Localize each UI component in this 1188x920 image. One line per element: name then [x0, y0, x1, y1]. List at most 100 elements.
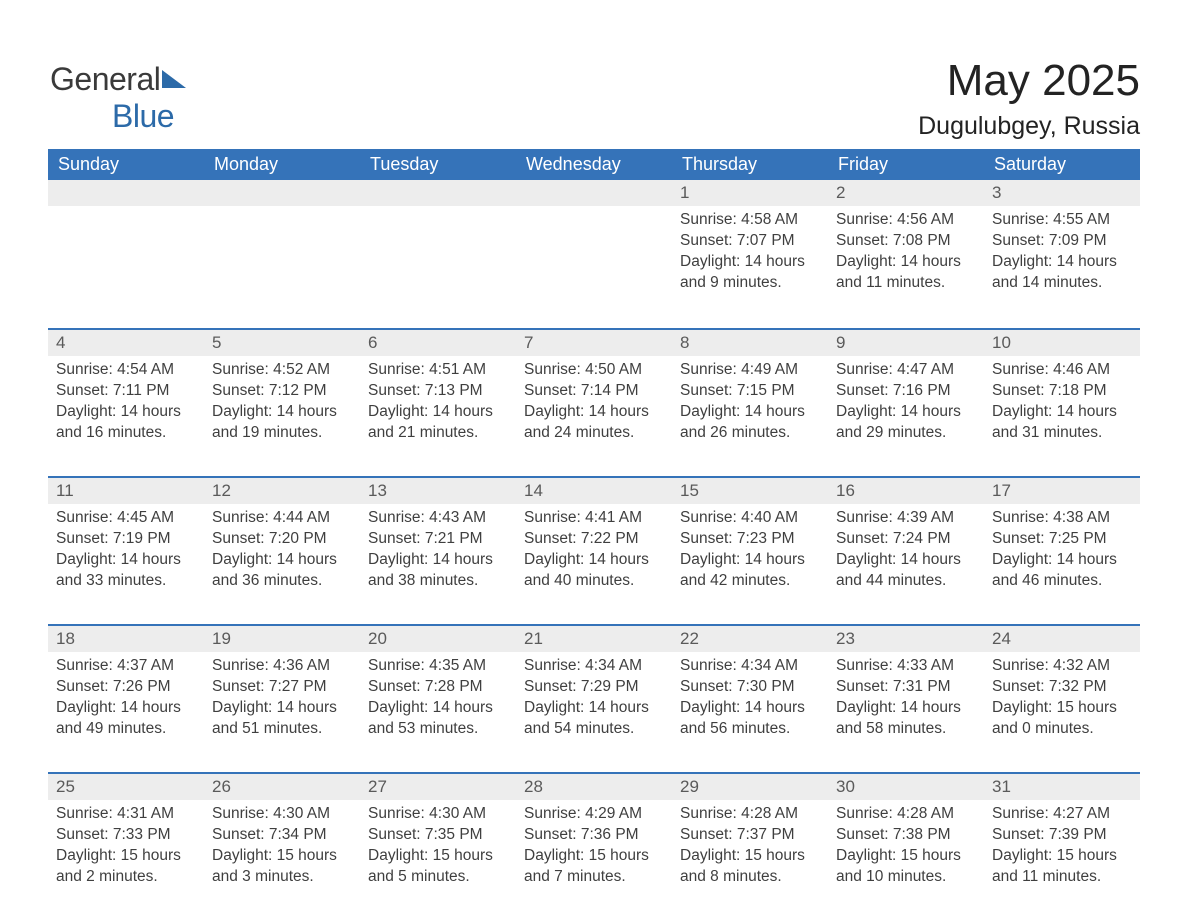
day-sunset: Sunset: 7:28 PM: [368, 677, 508, 698]
day-content: Sunrise: 4:30 AMSunset: 7:34 PMDaylight:…: [204, 800, 360, 906]
day-daylight2: and 54 minutes.: [524, 719, 664, 740]
day-sunrise: Sunrise: 4:55 AM: [992, 210, 1132, 231]
calendar-day-cell: 28Sunrise: 4:29 AMSunset: 7:36 PMDayligh…: [516, 772, 672, 920]
calendar-day-cell: 7Sunrise: 4:50 AMSunset: 7:14 PMDaylight…: [516, 328, 672, 476]
day-sunrise: Sunrise: 4:38 AM: [992, 508, 1132, 529]
day-number: 8: [672, 328, 828, 356]
day-content: Sunrise: 4:56 AMSunset: 7:08 PMDaylight:…: [828, 206, 984, 312]
day-sunset: Sunset: 7:09 PM: [992, 231, 1132, 252]
calendar-day-cell: 30Sunrise: 4:28 AMSunset: 7:38 PMDayligh…: [828, 772, 984, 920]
day-daylight1: Daylight: 14 hours: [524, 698, 664, 719]
day-sunset: Sunset: 7:34 PM: [212, 825, 352, 846]
calendar-day-cell: 21Sunrise: 4:34 AMSunset: 7:29 PMDayligh…: [516, 624, 672, 772]
day-daylight2: and 31 minutes.: [992, 423, 1132, 444]
day-sunrise: Sunrise: 4:27 AM: [992, 804, 1132, 825]
day-daylight1: Daylight: 15 hours: [212, 846, 352, 867]
calendar-day-cell: 20Sunrise: 4:35 AMSunset: 7:28 PMDayligh…: [360, 624, 516, 772]
day-daylight2: and 46 minutes.: [992, 571, 1132, 592]
day-daylight1: Daylight: 14 hours: [680, 402, 820, 423]
calendar-week-row: 18Sunrise: 4:37 AMSunset: 7:26 PMDayligh…: [48, 624, 1140, 772]
day-daylight2: and 8 minutes.: [680, 867, 820, 888]
day-sunrise: Sunrise: 4:40 AM: [680, 508, 820, 529]
empty-day: [48, 180, 204, 206]
day-content: Sunrise: 4:45 AMSunset: 7:19 PMDaylight:…: [48, 504, 204, 610]
day-daylight1: Daylight: 15 hours: [368, 846, 508, 867]
day-daylight2: and 2 minutes.: [56, 867, 196, 888]
calendar-day-cell: 13Sunrise: 4:43 AMSunset: 7:21 PMDayligh…: [360, 476, 516, 624]
day-content: Sunrise: 4:41 AMSunset: 7:22 PMDaylight:…: [516, 504, 672, 610]
day-daylight2: and 24 minutes.: [524, 423, 664, 444]
day-daylight1: Daylight: 15 hours: [836, 846, 976, 867]
day-sunset: Sunset: 7:39 PM: [992, 825, 1132, 846]
calendar-week-row: 25Sunrise: 4:31 AMSunset: 7:33 PMDayligh…: [48, 772, 1140, 920]
month-title: May 2025: [48, 56, 1140, 106]
day-content: Sunrise: 4:55 AMSunset: 7:09 PMDaylight:…: [984, 206, 1140, 312]
calendar-day-cell: 26Sunrise: 4:30 AMSunset: 7:34 PMDayligh…: [204, 772, 360, 920]
calendar-day-cell: 3Sunrise: 4:55 AMSunset: 7:09 PMDaylight…: [984, 180, 1140, 328]
day-number: 23: [828, 624, 984, 652]
day-daylight1: Daylight: 14 hours: [836, 252, 976, 273]
empty-day: [204, 180, 360, 206]
day-number: 24: [984, 624, 1140, 652]
day-daylight2: and 3 minutes.: [212, 867, 352, 888]
logo: General Blue: [50, 55, 190, 135]
day-daylight2: and 38 minutes.: [368, 571, 508, 592]
day-daylight2: and 11 minutes.: [992, 867, 1132, 888]
day-content: Sunrise: 4:39 AMSunset: 7:24 PMDaylight:…: [828, 504, 984, 610]
day-daylight2: and 49 minutes.: [56, 719, 196, 740]
day-daylight1: Daylight: 14 hours: [56, 402, 196, 423]
day-content: Sunrise: 4:35 AMSunset: 7:28 PMDaylight:…: [360, 652, 516, 758]
calendar-day-cell: 19Sunrise: 4:36 AMSunset: 7:27 PMDayligh…: [204, 624, 360, 772]
day-sunset: Sunset: 7:29 PM: [524, 677, 664, 698]
day-sunrise: Sunrise: 4:36 AM: [212, 656, 352, 677]
day-content: Sunrise: 4:44 AMSunset: 7:20 PMDaylight:…: [204, 504, 360, 610]
calendar-day-cell: 24Sunrise: 4:32 AMSunset: 7:32 PMDayligh…: [984, 624, 1140, 772]
day-number: 4: [48, 328, 204, 356]
location-label: Dugulubgey, Russia: [48, 112, 1140, 141]
day-daylight1: Daylight: 14 hours: [836, 698, 976, 719]
day-sunrise: Sunrise: 4:49 AM: [680, 360, 820, 381]
day-sunset: Sunset: 7:21 PM: [368, 529, 508, 550]
day-content: Sunrise: 4:51 AMSunset: 7:13 PMDaylight:…: [360, 356, 516, 462]
calendar-day-cell: 8Sunrise: 4:49 AMSunset: 7:15 PMDaylight…: [672, 328, 828, 476]
day-number: 9: [828, 328, 984, 356]
day-number: 16: [828, 476, 984, 504]
calendar-day-cell: [48, 180, 204, 328]
day-sunrise: Sunrise: 4:28 AM: [680, 804, 820, 825]
logo-text-general: General: [50, 61, 160, 97]
day-sunset: Sunset: 7:18 PM: [992, 381, 1132, 402]
calendar-day-cell: 27Sunrise: 4:30 AMSunset: 7:35 PMDayligh…: [360, 772, 516, 920]
day-sunrise: Sunrise: 4:33 AM: [836, 656, 976, 677]
day-content: Sunrise: 4:31 AMSunset: 7:33 PMDaylight:…: [48, 800, 204, 906]
day-daylight2: and 21 minutes.: [368, 423, 508, 444]
day-daylight2: and 9 minutes.: [680, 273, 820, 294]
day-sunset: Sunset: 7:11 PM: [56, 381, 196, 402]
calendar-day-cell: 14Sunrise: 4:41 AMSunset: 7:22 PMDayligh…: [516, 476, 672, 624]
day-number: 31: [984, 772, 1140, 800]
day-sunrise: Sunrise: 4:50 AM: [524, 360, 664, 381]
day-sunrise: Sunrise: 4:32 AM: [992, 656, 1132, 677]
day-sunset: Sunset: 7:12 PM: [212, 381, 352, 402]
day-sunset: Sunset: 7:14 PM: [524, 381, 664, 402]
day-number: 27: [360, 772, 516, 800]
day-number: 6: [360, 328, 516, 356]
calendar-week-row: 11Sunrise: 4:45 AMSunset: 7:19 PMDayligh…: [48, 476, 1140, 624]
day-daylight1: Daylight: 14 hours: [368, 402, 508, 423]
day-content: Sunrise: 4:52 AMSunset: 7:12 PMDaylight:…: [204, 356, 360, 462]
weekday-tuesday: Tuesday: [360, 149, 516, 180]
day-sunrise: Sunrise: 4:54 AM: [56, 360, 196, 381]
day-sunset: Sunset: 7:33 PM: [56, 825, 196, 846]
day-sunrise: Sunrise: 4:51 AM: [368, 360, 508, 381]
day-sunrise: Sunrise: 4:58 AM: [680, 210, 820, 231]
day-sunset: Sunset: 7:26 PM: [56, 677, 196, 698]
day-number: 29: [672, 772, 828, 800]
day-daylight1: Daylight: 14 hours: [524, 402, 664, 423]
day-sunrise: Sunrise: 4:34 AM: [680, 656, 820, 677]
day-content: Sunrise: 4:34 AMSunset: 7:29 PMDaylight:…: [516, 652, 672, 758]
weekday-wednesday: Wednesday: [516, 149, 672, 180]
day-sunset: Sunset: 7:24 PM: [836, 529, 976, 550]
calendar-day-cell: 1Sunrise: 4:58 AMSunset: 7:07 PMDaylight…: [672, 180, 828, 328]
day-number: 30: [828, 772, 984, 800]
day-sunrise: Sunrise: 4:34 AM: [524, 656, 664, 677]
weekday-monday: Monday: [204, 149, 360, 180]
